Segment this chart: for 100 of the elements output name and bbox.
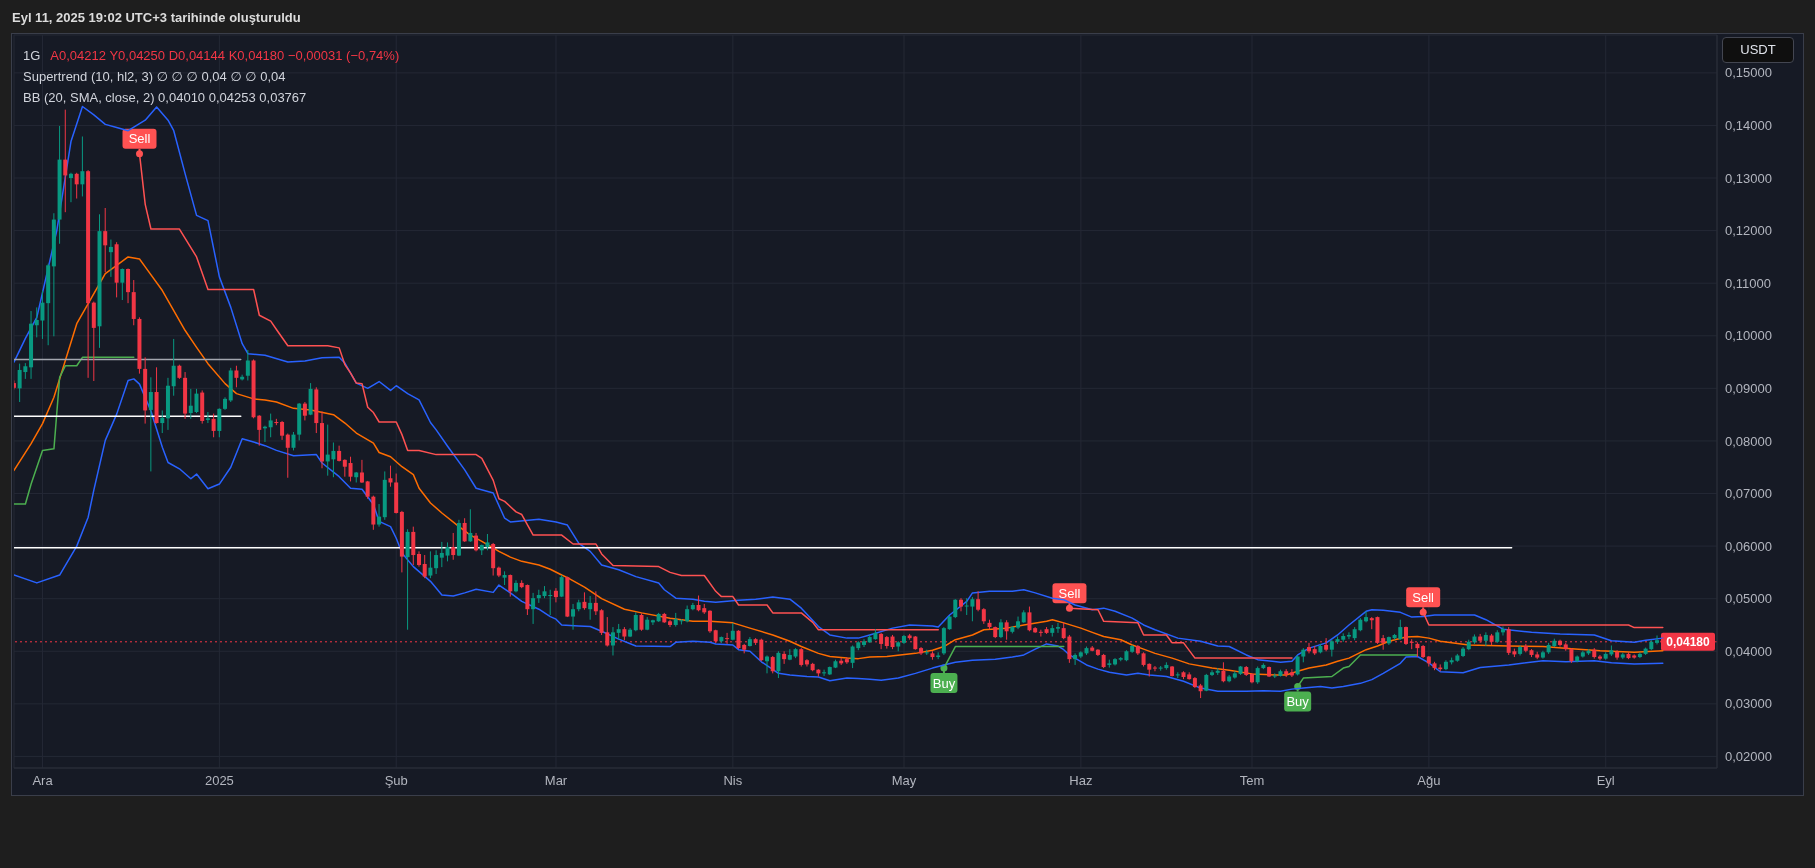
candlestick <box>799 647 804 668</box>
candlestick <box>211 413 216 438</box>
candlestick <box>1210 669 1215 677</box>
candlestick <box>1307 642 1312 654</box>
line-series <box>14 105 1664 664</box>
annotation: BB (20, SMA, close, 2) 0,04010 0,04253 0,03767 <box>23 89 308 107</box>
candlestick <box>531 592 536 625</box>
annotation: Sell <box>128 131 151 147</box>
candlestick <box>422 554 427 579</box>
candlestick <box>707 609 712 634</box>
y-tick-label: 0,14000 <box>1725 118 1772 134</box>
candlestick <box>388 465 393 488</box>
candlestick <box>217 407 222 438</box>
candlestick <box>1364 610 1369 623</box>
y-tick-label: 0,15000 <box>1725 65 1772 81</box>
candlestick <box>553 587 558 603</box>
candlestick <box>1038 629 1043 638</box>
candlestick <box>633 611 638 632</box>
candlestick <box>126 267 131 304</box>
candlestick <box>291 431 296 451</box>
candlestick <box>234 365 239 388</box>
candlestick <box>171 338 176 397</box>
candlestick <box>1073 652 1078 666</box>
y-tick-label: 0,09000 <box>1725 380 1772 396</box>
x-tick-label: Ara <box>32 773 54 789</box>
candlestick <box>1295 654 1300 676</box>
candlestick <box>160 409 165 434</box>
candlestick <box>976 590 981 612</box>
candlestick <box>468 508 473 543</box>
candlestick <box>268 413 273 438</box>
annotation: Buy <box>1286 694 1310 710</box>
candlestick <box>822 669 827 677</box>
candlestick <box>1055 622 1060 634</box>
candlestick <box>434 549 439 575</box>
annotation: A0,04212 Y0,04250 D0,04144 K0,04180 −0,00031 (−0,74%) <box>50 48 400 63</box>
line-series <box>14 378 1664 692</box>
y-tick-label: 0,02000 <box>1725 749 1772 765</box>
y-tick-label: 0,13000 <box>1725 170 1772 186</box>
candlestick <box>445 541 450 562</box>
candlestick <box>804 658 809 668</box>
candlestick <box>245 349 250 381</box>
y-tick-label: 0,07000 <box>1725 486 1772 502</box>
candlestick <box>148 376 153 472</box>
candlestick <box>205 411 210 424</box>
candlestick <box>377 503 382 528</box>
candlestick <box>588 595 593 621</box>
x-tick-label: Şub <box>384 773 408 789</box>
candlestick <box>958 597 963 612</box>
x-tick-label: May <box>891 773 917 789</box>
x-tick-label: Haz <box>1069 773 1093 789</box>
candlestick <box>1027 606 1032 632</box>
candlestick <box>74 172 79 200</box>
text: 1G <box>23 48 41 63</box>
text: Eyl 11, 2025 19:02 UTC+3 tarihinde oluşturuldu <box>12 10 301 25</box>
candlestick <box>571 603 576 631</box>
candlestick <box>862 638 866 648</box>
candlestick <box>1152 665 1157 672</box>
candlestick <box>451 532 456 561</box>
y-tick-label: 0,04000 <box>1725 643 1772 659</box>
candlestick <box>782 650 787 665</box>
candlestick <box>998 618 1003 639</box>
candlestick <box>1597 654 1602 661</box>
candlestick <box>439 541 444 568</box>
candlestick <box>650 619 655 626</box>
annotation: Buy <box>932 675 956 691</box>
x-tick-label: Ağu <box>1417 773 1441 789</box>
y-tick-label: 0,08000 <box>1725 433 1772 449</box>
candlestick <box>1655 634 1660 645</box>
candlestick <box>63 109 68 213</box>
y-axis-title: USDT <box>1722 37 1794 63</box>
candlestick <box>1483 631 1488 647</box>
candlestick <box>359 459 364 484</box>
candlestick <box>593 590 598 616</box>
candlestick <box>411 526 416 566</box>
candlestick <box>1346 631 1351 640</box>
y-tick-label: 0,06000 <box>1725 538 1772 554</box>
candlestick <box>1289 668 1294 678</box>
candlestick <box>348 456 353 482</box>
candlestick <box>302 401 307 421</box>
candlestick <box>462 517 467 543</box>
candlestick <box>280 420 285 441</box>
annotation: Supertrend (10, hl2, 3) ∅ ∅ ∅ 0,04 ∅ ∅ 0,04 <box>23 68 287 86</box>
y-tick-label: 0,03000 <box>1725 696 1772 712</box>
candlestick <box>1221 661 1226 683</box>
y-tick-label: 0,10000 <box>1725 328 1772 344</box>
x-tick-label: Eyl <box>1596 773 1615 789</box>
candlestick <box>1637 651 1642 659</box>
candlestick <box>610 626 615 656</box>
annotation: Sell <box>1412 589 1435 605</box>
x-tick-label: Nis <box>723 773 743 789</box>
x-tick-label: Mar <box>544 773 568 789</box>
candlestick <box>1500 626 1505 636</box>
x-tick-label: Tem <box>1239 773 1265 789</box>
line-series <box>14 256 1664 676</box>
y-tick-label: 0,11000 <box>1725 275 1772 291</box>
candlestick <box>1324 637 1329 652</box>
y-tick-label: 0,05000 <box>1725 591 1772 607</box>
candlestick <box>508 574 513 598</box>
candlestick <box>108 239 113 278</box>
candlestick <box>103 207 108 273</box>
